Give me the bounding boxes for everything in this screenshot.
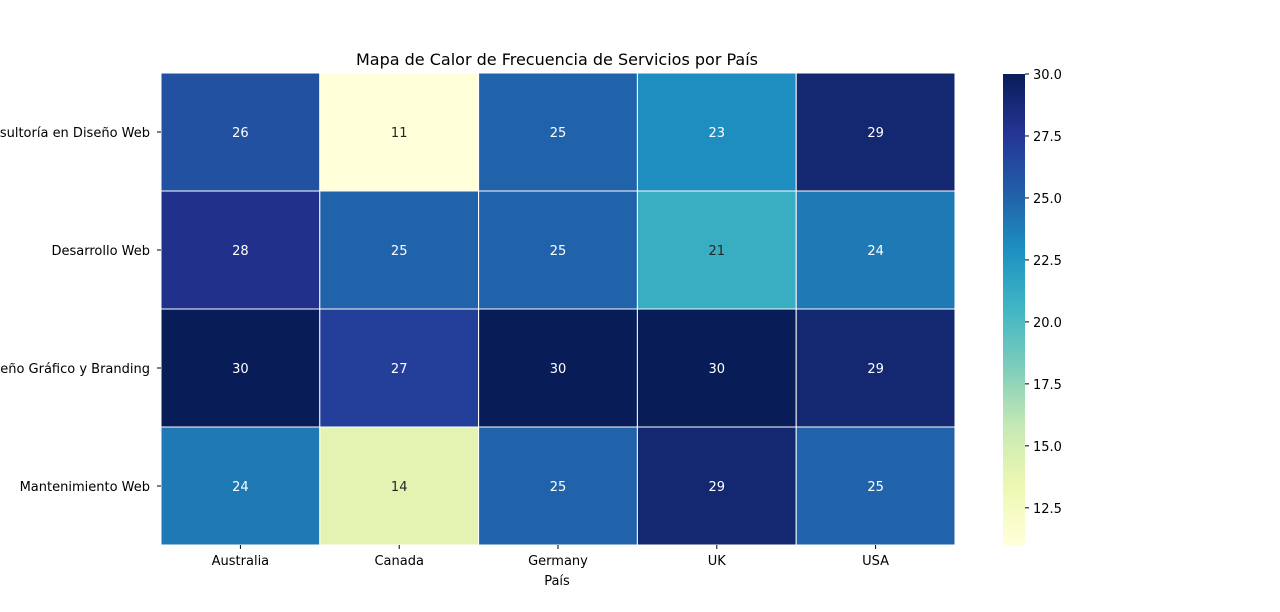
- cell-value-label: 25: [550, 244, 567, 259]
- y-tick-label: Desarrollo Web: [51, 244, 150, 259]
- cell-value-label: 25: [867, 480, 884, 495]
- colorbar-tick-label: 17.5: [1033, 378, 1062, 393]
- cell-value-label: 29: [867, 126, 884, 141]
- heatmap-cell: [319, 426, 480, 546]
- cell-value-label: 30: [709, 362, 726, 377]
- x-tick-label: Australia: [212, 554, 270, 569]
- colorbar-tick-label: 25.0: [1033, 192, 1062, 207]
- chart-title: Mapa de Calor de Frecuencia de Servicios…: [356, 50, 758, 69]
- colorbar-tick-label: 22.5: [1033, 254, 1062, 269]
- heatmap-cell: [795, 308, 956, 428]
- cell-value-label: 14: [391, 480, 408, 495]
- cell-value-label: 30: [232, 362, 249, 377]
- cell-value-label: 30: [550, 362, 567, 377]
- colorbar-tick-label: 27.5: [1033, 130, 1062, 145]
- x-axis-label: País: [544, 574, 570, 589]
- cell-value-label: 21: [709, 244, 726, 259]
- colorbar-tick-label: 12.5: [1033, 502, 1062, 517]
- heatmap-cell-labels: 26 11 25 23 29 28 25 25 21 24 30 27 30 30 29 24 14 25 29 25: [232, 126, 884, 495]
- x-tick-label: Germany: [528, 554, 588, 569]
- cell-value-label: 29: [867, 362, 884, 377]
- y-tick-label: Diseño Gráfico y Branding: [0, 362, 150, 377]
- cell-value-label: 25: [550, 126, 567, 141]
- cell-value-label: 26: [232, 126, 249, 141]
- y-tick-label: Consultoría en Diseño Web: [0, 126, 150, 141]
- cell-value-label: 28: [232, 244, 249, 259]
- heatmap-cell: [636, 426, 797, 546]
- heatmap-cell: [795, 190, 956, 310]
- heatmap-cell: [478, 426, 638, 546]
- y-tick-label: Mantenimiento Web: [20, 480, 150, 495]
- cell-value-label: 24: [232, 480, 249, 495]
- heatmap-cell: [319, 308, 480, 428]
- colorbar-tick-label: 30.0: [1033, 68, 1062, 83]
- cell-value-label: 25: [550, 480, 567, 495]
- cell-value-label: 23: [709, 126, 726, 141]
- x-axis-tick-labels: Australia Canada Germany UK USA: [212, 545, 889, 569]
- colorbar-tick-label: 20.0: [1033, 316, 1062, 331]
- heatmap-cell: [478, 308, 638, 428]
- x-tick-label: UK: [708, 554, 727, 569]
- heatmap-cell: [160, 72, 321, 192]
- heatmap-cell: [636, 308, 797, 428]
- heatmap-cell: [795, 426, 956, 546]
- cell-value-label: 25: [391, 244, 408, 259]
- heatmap-cell: [319, 72, 480, 192]
- heatmap-cell: [478, 72, 638, 192]
- heatmap-cells: [160, 72, 956, 546]
- y-axis-tick-labels: Consultoría en Diseño Web Desarrollo Web D…: [0, 126, 161, 495]
- cell-value-label: 27: [391, 362, 408, 377]
- heatmap-cell: [478, 190, 638, 310]
- colorbar-tick-label: 15.0: [1033, 440, 1062, 455]
- colorbar-ticks: 12.5 15.0 17.5 20.0 22.5 25.0 27.5 30.0: [1025, 68, 1062, 517]
- heatmap-cell: [795, 72, 956, 192]
- cell-value-label: 24: [867, 244, 884, 259]
- heatmap-cell: [636, 72, 797, 192]
- cell-value-label: 29: [709, 480, 726, 495]
- colorbar: [1003, 74, 1025, 545]
- heatmap-cell: [160, 190, 321, 310]
- x-tick-label: USA: [862, 554, 889, 569]
- x-tick-label: Canada: [374, 554, 423, 569]
- cell-value-label: 11: [391, 126, 408, 141]
